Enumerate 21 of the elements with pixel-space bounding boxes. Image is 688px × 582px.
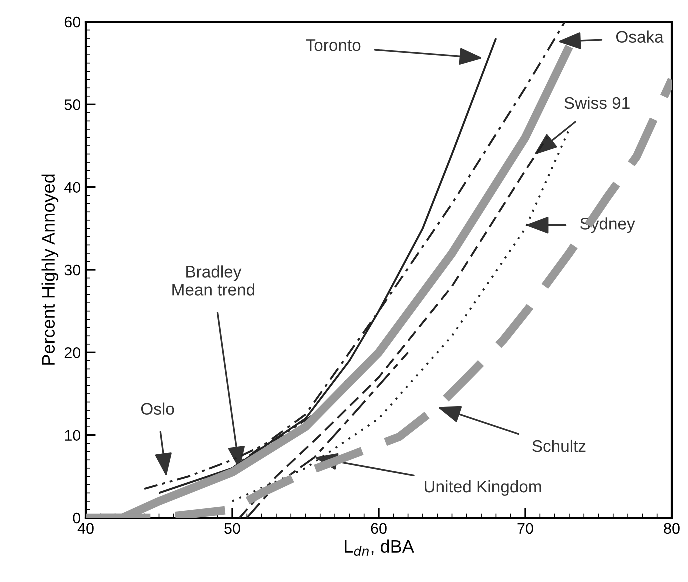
x-tick-label: 40 bbox=[78, 523, 94, 534]
annotation: Bradley Mean trend bbox=[172, 266, 255, 296]
x-tick-label: 60 bbox=[371, 523, 387, 534]
x-axis-title: L$_{dn}$, dBA bbox=[345, 540, 414, 556]
y-tick-label: 30 bbox=[64, 264, 81, 276]
x-tick-label: 80 bbox=[664, 523, 680, 534]
y-tick-label: 10 bbox=[65, 430, 81, 442]
x-tick-label: 50 bbox=[224, 523, 240, 534]
y-axis-title: Percent Highly Annoyed bbox=[42, 174, 59, 365]
annotation: Toronto bbox=[306, 40, 361, 52]
x-tick-label: 70 bbox=[518, 523, 534, 534]
y-tick-label: 20 bbox=[64, 348, 81, 358]
annotation: United Kingdom bbox=[425, 480, 542, 496]
y-tick-label: 50 bbox=[64, 100, 81, 110]
y-tick-label: 60 bbox=[64, 16, 81, 28]
y-tick-label: 40 bbox=[64, 182, 81, 194]
y-tick-label: 0 bbox=[73, 512, 81, 524]
annotation: Osaka bbox=[616, 30, 664, 44]
annotation: Swiss 91 bbox=[564, 96, 630, 110]
annotation: Oslo bbox=[141, 402, 174, 416]
annotation: Schultz bbox=[532, 440, 586, 452]
